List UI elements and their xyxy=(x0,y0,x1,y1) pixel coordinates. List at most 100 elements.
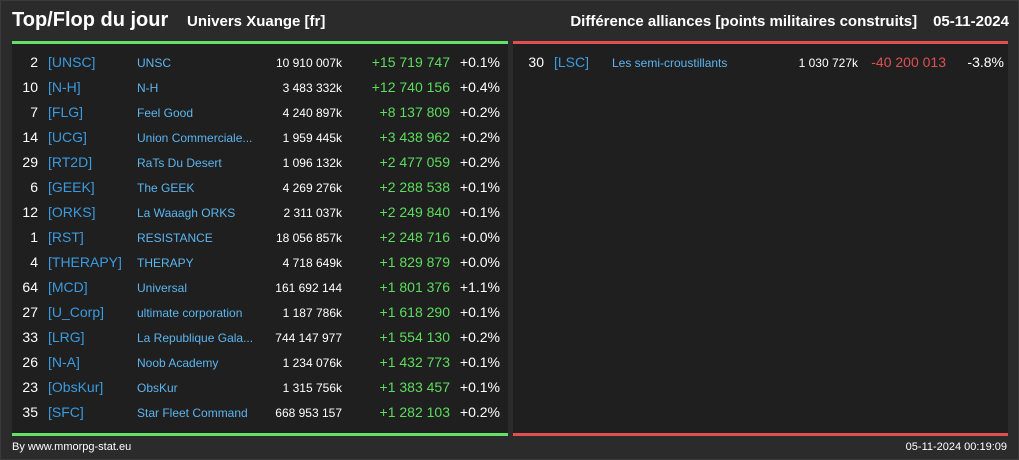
percent-change: +0.1% xyxy=(459,54,500,70)
percent-change: +0.2% xyxy=(459,154,500,170)
alliance-points: 1 187 786k xyxy=(282,306,342,320)
alliance-row: 35 [SFC] Star Fleet Command 668 953 157 +1 2… xyxy=(12,400,508,425)
alliance-name-link[interactable]: La Waaagh ORKS xyxy=(137,206,236,220)
alliance-rank: 7 xyxy=(30,104,38,120)
percent-change: +0.1% xyxy=(459,304,500,320)
alliance-rank: 12 xyxy=(22,204,38,220)
points-difference: +2 477 059 xyxy=(379,154,450,170)
alliance-row: 14 [UCG] Union Commerciale... 1 959 445k +3 … xyxy=(12,125,508,150)
alliance-name-link[interactable]: Les semi-croustillants xyxy=(612,56,728,70)
alliance-row: 64 [MCD] Universal 161 692 144 +1 801 376 +1.… xyxy=(12,275,508,300)
alliance-name-link[interactable]: RaTs Du Desert xyxy=(137,156,222,170)
alliance-points: 1 959 445k xyxy=(282,131,342,145)
alliance-rank: 2 xyxy=(30,54,38,70)
alliance-rank: 29 xyxy=(22,154,38,170)
alliance-name-link[interactable]: The GEEK xyxy=(137,181,195,195)
alliance-row: 30 [LSC] Les semi-croustillants 1 030 727k -… xyxy=(513,50,1008,75)
alliance-points: 1 030 727k xyxy=(798,56,858,70)
alliance-points: 4 269 276k xyxy=(282,181,342,195)
points-difference: +1 432 773 xyxy=(379,354,450,370)
alliance-rank: 23 xyxy=(22,379,38,395)
alliance-rank: 33 xyxy=(22,329,38,345)
alliance-points: 18 056 857k xyxy=(275,231,342,245)
points-difference: +2 288 538 xyxy=(379,179,450,195)
alliance-rank: 1 xyxy=(30,229,38,245)
flop-list: 30 [LSC] Les semi-croustillants 1 030 727k -… xyxy=(513,50,1008,75)
alliance-tag-link[interactable]: [MCD] xyxy=(48,279,88,295)
alliance-name-link[interactable]: La Republique Gala... xyxy=(137,331,254,345)
alliance-points: 10 910 007k xyxy=(275,56,342,70)
percent-change: -3.8% xyxy=(967,54,1004,70)
alliance-tag-link[interactable]: [LRG] xyxy=(48,329,85,345)
alliance-rank: 35 xyxy=(22,404,38,420)
alliance-name-link[interactable]: ultimate corporation xyxy=(137,306,243,320)
universe-label: Univers Xuange [fr] xyxy=(187,13,326,30)
alliance-rank: 30 xyxy=(528,54,544,70)
alliance-name-link[interactable]: Noob Academy xyxy=(137,356,219,370)
percent-change: +0.2% xyxy=(459,404,500,420)
percent-change: +0.1% xyxy=(459,354,500,370)
alliance-tag-link[interactable]: [LSC] xyxy=(554,54,590,70)
alliance-name-link[interactable]: ObsKur xyxy=(137,381,178,395)
alliance-tag-link[interactable]: [FLG] xyxy=(48,104,84,120)
percent-change: +0.2% xyxy=(459,104,500,120)
alliance-points: 4 240 897k xyxy=(282,106,342,120)
alliance-row: 12 [ORKS] La Waaagh ORKS 2 311 037k +2 249 8… xyxy=(12,200,508,225)
points-difference: +15 719 747 xyxy=(371,54,450,70)
alliance-points: 2 311 037k xyxy=(283,206,343,220)
percent-change: +1.1% xyxy=(459,279,500,295)
flop-panel: 30 [LSC] Les semi-croustillants 1 030 727k -… xyxy=(513,41,1008,436)
alliance-points: 3 483 332k xyxy=(282,81,342,95)
alliance-rank: 10 xyxy=(22,79,38,95)
alliance-row: 27 [U_Corp] ultimate corporation 1 187 786k… xyxy=(12,300,508,325)
percent-change: +0.2% xyxy=(459,129,500,145)
alliance-row: 6 [GEEK] The GEEK 4 269 276k +2 288 538 +0.1% xyxy=(12,175,508,200)
alliance-name-link[interactable]: RESISTANCE xyxy=(137,231,213,245)
alliance-row: 4 [THERAPY] THERAPY 4 718 649k +1 829 879 +0.… xyxy=(12,250,508,275)
alliance-row: 26 [N-A] Noob Academy 1 234 076k +1 432 773 +… xyxy=(12,350,508,375)
alliance-points: 4 718 649k xyxy=(282,256,342,270)
alliance-name-link[interactable]: Universal xyxy=(137,281,188,295)
alliance-tag-link[interactable]: [GEEK] xyxy=(48,179,95,195)
alliance-tag-link[interactable]: [RT2D] xyxy=(48,154,93,170)
points-difference: +8 137 809 xyxy=(379,104,450,120)
alliance-tag-link[interactable]: [ORKS] xyxy=(48,204,96,220)
alliance-tag-link[interactable]: [UNSC] xyxy=(48,54,96,70)
alliance-rank: 14 xyxy=(22,129,38,145)
points-difference: +1 801 376 xyxy=(379,279,450,295)
footer-timestamp: 05-11-2024 00:19:09 xyxy=(905,441,1007,453)
percent-change: +0.4% xyxy=(459,79,500,95)
points-difference: +2 249 840 xyxy=(379,204,450,220)
points-difference: +1 282 103 xyxy=(379,404,450,420)
alliance-row: 23 [ObsKur] ObsKur 1 315 756k +1 383 457 +0.1… xyxy=(12,375,508,400)
alliance-tag-link[interactable]: [ObsKur] xyxy=(48,379,104,395)
alliance-points: 668 953 157 xyxy=(275,406,342,420)
header-date: 05-11-2024 xyxy=(933,13,1009,30)
alliance-row: 10 [N-H] N-H 3 483 332k +12 740 156 +0.4% xyxy=(12,75,508,100)
points-difference: -40 200 013 xyxy=(871,54,946,70)
alliance-row: 1 [RST] RESISTANCE 18 056 857k +2 248 716 +0.… xyxy=(12,225,508,250)
alliance-row: 29 [RT2D] RaTs Du Desert 1 096 132k +2 477 0… xyxy=(12,150,508,175)
points-difference: +3 438 962 xyxy=(379,129,450,145)
alliance-rank: 27 xyxy=(22,304,38,320)
alliance-tag-link[interactable]: [UCG] xyxy=(48,129,87,145)
alliance-rank: 26 xyxy=(22,354,38,370)
alliance-name-link[interactable]: Union Commerciale... xyxy=(137,131,253,145)
alliance-name-link[interactable]: Star Fleet Command xyxy=(137,406,248,420)
top-panel: 2 [UNSC] UNSC 10 910 007k +15 719 747 +0.1% 10… xyxy=(12,41,508,436)
header-right: Différence alliances [points militaires … xyxy=(570,13,1009,30)
alliance-tag-link[interactable]: [THERAPY] xyxy=(48,254,122,270)
points-difference: +1 829 879 xyxy=(379,254,450,270)
alliance-tag-link[interactable]: [N-H] xyxy=(48,79,81,95)
alliance-tag-link[interactable]: [RST] xyxy=(48,229,84,245)
alliance-name-link[interactable]: Feel Good xyxy=(137,106,194,120)
alliance-name-link[interactable]: UNSC xyxy=(137,56,172,70)
alliance-tag-link[interactable]: [U_Corp] xyxy=(48,304,105,320)
alliance-rank: 64 xyxy=(22,279,38,295)
alliance-tag-link[interactable]: [N-A] xyxy=(48,354,80,370)
percent-change: +0.1% xyxy=(459,204,500,220)
alliance-tag-link[interactable]: [SFC] xyxy=(48,404,84,420)
alliance-row: 2 [UNSC] UNSC 10 910 007k +15 719 747 +0.1% xyxy=(12,50,508,75)
alliance-name-link[interactable]: THERAPY xyxy=(137,256,194,270)
alliance-name-link[interactable]: N-H xyxy=(137,81,159,95)
